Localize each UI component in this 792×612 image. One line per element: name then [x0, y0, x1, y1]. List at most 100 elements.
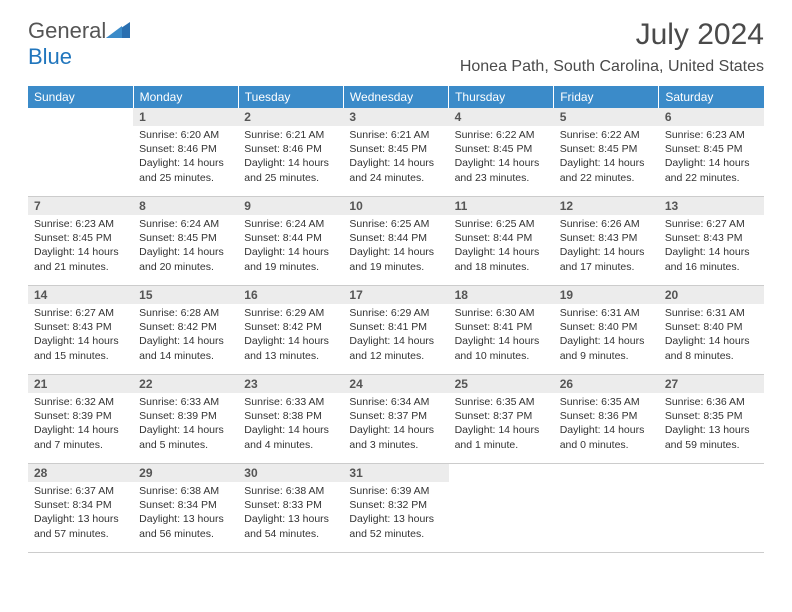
day-body: Sunrise: 6:27 AMSunset: 8:43 PMDaylight:… [28, 304, 133, 367]
day-number: 27 [659, 375, 764, 393]
calendar-cell: 8Sunrise: 6:24 AMSunset: 8:45 PMDaylight… [133, 197, 238, 286]
calendar-cell: 2Sunrise: 6:21 AMSunset: 8:46 PMDaylight… [238, 108, 343, 197]
day-body: Sunrise: 6:36 AMSunset: 8:35 PMDaylight:… [659, 393, 764, 456]
logo-text-1: General [28, 18, 106, 43]
weekday-header: Sunday [28, 86, 133, 108]
sunrise-text: Sunrise: 6:33 AM [139, 395, 232, 409]
sunrise-text: Sunrise: 6:31 AM [560, 306, 653, 320]
day-body: Sunrise: 6:29 AMSunset: 8:41 PMDaylight:… [343, 304, 448, 367]
daylight-text: Daylight: 14 hours and 5 minutes. [139, 423, 232, 451]
sunset-text: Sunset: 8:37 PM [455, 409, 548, 423]
sunrise-text: Sunrise: 6:22 AM [455, 128, 548, 142]
day-number: 12 [554, 197, 659, 215]
day-body: Sunrise: 6:38 AMSunset: 8:34 PMDaylight:… [133, 482, 238, 545]
sunrise-text: Sunrise: 6:27 AM [34, 306, 127, 320]
day-number: 11 [449, 197, 554, 215]
calendar-cell: 1Sunrise: 6:20 AMSunset: 8:46 PMDaylight… [133, 108, 238, 197]
day-body: Sunrise: 6:20 AMSunset: 8:46 PMDaylight:… [133, 126, 238, 189]
day-number: 8 [133, 197, 238, 215]
day-body: Sunrise: 6:33 AMSunset: 8:38 PMDaylight:… [238, 393, 343, 456]
sunrise-text: Sunrise: 6:21 AM [244, 128, 337, 142]
calendar-cell: 23Sunrise: 6:33 AMSunset: 8:38 PMDayligh… [238, 375, 343, 464]
day-number: 20 [659, 286, 764, 304]
sunrise-text: Sunrise: 6:25 AM [349, 217, 442, 231]
calendar-cell: 7Sunrise: 6:23 AMSunset: 8:45 PMDaylight… [28, 197, 133, 286]
calendar-body: 1Sunrise: 6:20 AMSunset: 8:46 PMDaylight… [28, 108, 764, 553]
day-number: 4 [449, 108, 554, 126]
calendar-cell: 12Sunrise: 6:26 AMSunset: 8:43 PMDayligh… [554, 197, 659, 286]
day-body: Sunrise: 6:21 AMSunset: 8:45 PMDaylight:… [343, 126, 448, 189]
daylight-text: Daylight: 14 hours and 9 minutes. [560, 334, 653, 362]
sunset-text: Sunset: 8:42 PM [244, 320, 337, 334]
day-body: Sunrise: 6:39 AMSunset: 8:32 PMDaylight:… [343, 482, 448, 545]
sunset-text: Sunset: 8:41 PM [455, 320, 548, 334]
sunset-text: Sunset: 8:44 PM [244, 231, 337, 245]
sunrise-text: Sunrise: 6:28 AM [139, 306, 232, 320]
month-title: July 2024 [460, 18, 764, 52]
day-number: 26 [554, 375, 659, 393]
day-number: 13 [659, 197, 764, 215]
daylight-text: Daylight: 14 hours and 12 minutes. [349, 334, 442, 362]
day-body: Sunrise: 6:23 AMSunset: 8:45 PMDaylight:… [28, 215, 133, 278]
day-body: Sunrise: 6:28 AMSunset: 8:42 PMDaylight:… [133, 304, 238, 367]
day-body: Sunrise: 6:35 AMSunset: 8:37 PMDaylight:… [449, 393, 554, 456]
calendar-cell: 10 Sunrise: 6:25 AMSunset: 8:44 PMDayligh… [343, 197, 448, 286]
daylight-text: Daylight: 14 hours and 1 minute. [455, 423, 548, 451]
day-number: 17 [343, 286, 448, 304]
day-number: 24 [343, 375, 448, 393]
sunrise-text: Sunrise: 6:23 AM [665, 128, 758, 142]
calendar-cell: 11Sunrise: 6:25 AMSunset: 8:44 PMDayligh… [449, 197, 554, 286]
day-number: 3 [343, 108, 448, 126]
sunset-text: Sunset: 8:45 PM [665, 142, 758, 156]
sunset-text: Sunset: 8:39 PM [34, 409, 127, 423]
sunrise-text: Sunrise: 6:37 AM [34, 484, 127, 498]
sunrise-text: Sunrise: 6:35 AM [560, 395, 653, 409]
sunset-text: Sunset: 8:40 PM [560, 320, 653, 334]
sunrise-text: Sunrise: 6:25 AM [455, 217, 548, 231]
day-number: 7 [28, 197, 133, 215]
logo-text-2: Blue [28, 44, 72, 69]
sunset-text: Sunset: 8:41 PM [349, 320, 442, 334]
calendar-cell: 6Sunrise: 6:23 AMSunset: 8:45 PMDaylight… [659, 108, 764, 197]
daylight-text: Daylight: 13 hours and 57 minutes. [34, 512, 127, 540]
sunrise-text: Sunrise: 6:21 AM [349, 128, 442, 142]
daylight-text: Daylight: 13 hours and 59 minutes. [665, 423, 758, 451]
day-number: 1 [133, 108, 238, 126]
sunset-text: Sunset: 8:39 PM [139, 409, 232, 423]
daylight-text: Daylight: 14 hours and 19 minutes. [349, 245, 442, 273]
day-body: Sunrise: 6:22 AMSunset: 8:45 PMDaylight:… [554, 126, 659, 189]
logo: General Blue [28, 18, 130, 70]
day-number: 14 [28, 286, 133, 304]
day-body: Sunrise: 6:33 AMSunset: 8:39 PMDaylight:… [133, 393, 238, 456]
daylight-text: Daylight: 14 hours and 0 minutes. [560, 423, 653, 451]
day-number: 5 [554, 108, 659, 126]
day-number: 15 [133, 286, 238, 304]
sunset-text: Sunset: 8:34 PM [34, 498, 127, 512]
day-number: 29 [133, 464, 238, 482]
calendar-cell: 4Sunrise: 6:22 AMSunset: 8:45 PMDaylight… [449, 108, 554, 197]
header-row: General Blue July 2024 Honea Path, South… [28, 18, 764, 76]
sunset-text: Sunset: 8:44 PM [455, 231, 548, 245]
day-number: 10 [343, 197, 448, 215]
daylight-text: Daylight: 14 hours and 23 minutes. [455, 156, 548, 184]
daylight-text: Daylight: 14 hours and 15 minutes. [34, 334, 127, 362]
calendar-cell: 31Sunrise: 6:39 AMSunset: 8:32 PMDayligh… [343, 464, 448, 553]
day-body: Sunrise: 6:25 AMSunset: 8:44 PMDaylight:… [449, 215, 554, 278]
sunset-text: Sunset: 8:45 PM [34, 231, 127, 245]
weekday-header: Tuesday [238, 86, 343, 108]
calendar-cell: 22Sunrise: 6:33 AMSunset: 8:39 PMDayligh… [133, 375, 238, 464]
sunset-text: Sunset: 8:44 PM [349, 231, 442, 245]
sunset-text: Sunset: 8:45 PM [560, 142, 653, 156]
daylight-text: Daylight: 14 hours and 25 minutes. [139, 156, 232, 184]
sunrise-text: Sunrise: 6:33 AM [244, 395, 337, 409]
calendar-row: 1Sunrise: 6:20 AMSunset: 8:46 PMDaylight… [28, 108, 764, 197]
sunset-text: Sunset: 8:35 PM [665, 409, 758, 423]
daylight-text: Daylight: 14 hours and 21 minutes. [34, 245, 127, 273]
calendar-cell: 13Sunrise: 6:27 AMSunset: 8:43 PMDayligh… [659, 197, 764, 286]
calendar-cell: 25Sunrise: 6:35 AMSunset: 8:37 PMDayligh… [449, 375, 554, 464]
daylight-text: Daylight: 13 hours and 54 minutes. [244, 512, 337, 540]
day-body: Sunrise: 6:21 AMSunset: 8:46 PMDaylight:… [238, 126, 343, 189]
calendar-header: Sunday Monday Tuesday Wednesday Thursday… [28, 86, 764, 108]
day-number: 18 [449, 286, 554, 304]
day-body: Sunrise: 6:37 AMSunset: 8:34 PMDaylight:… [28, 482, 133, 545]
